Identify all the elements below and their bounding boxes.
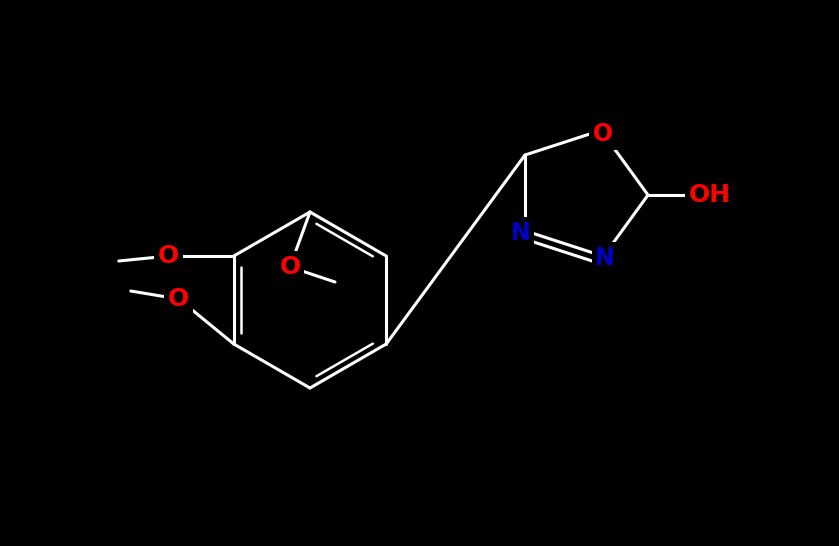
Text: O: O xyxy=(593,122,613,146)
Text: OH: OH xyxy=(689,183,731,207)
Text: O: O xyxy=(159,244,180,268)
Text: O: O xyxy=(279,255,300,279)
Text: N: N xyxy=(595,246,615,270)
Text: N: N xyxy=(511,221,531,245)
Text: O: O xyxy=(168,287,190,311)
